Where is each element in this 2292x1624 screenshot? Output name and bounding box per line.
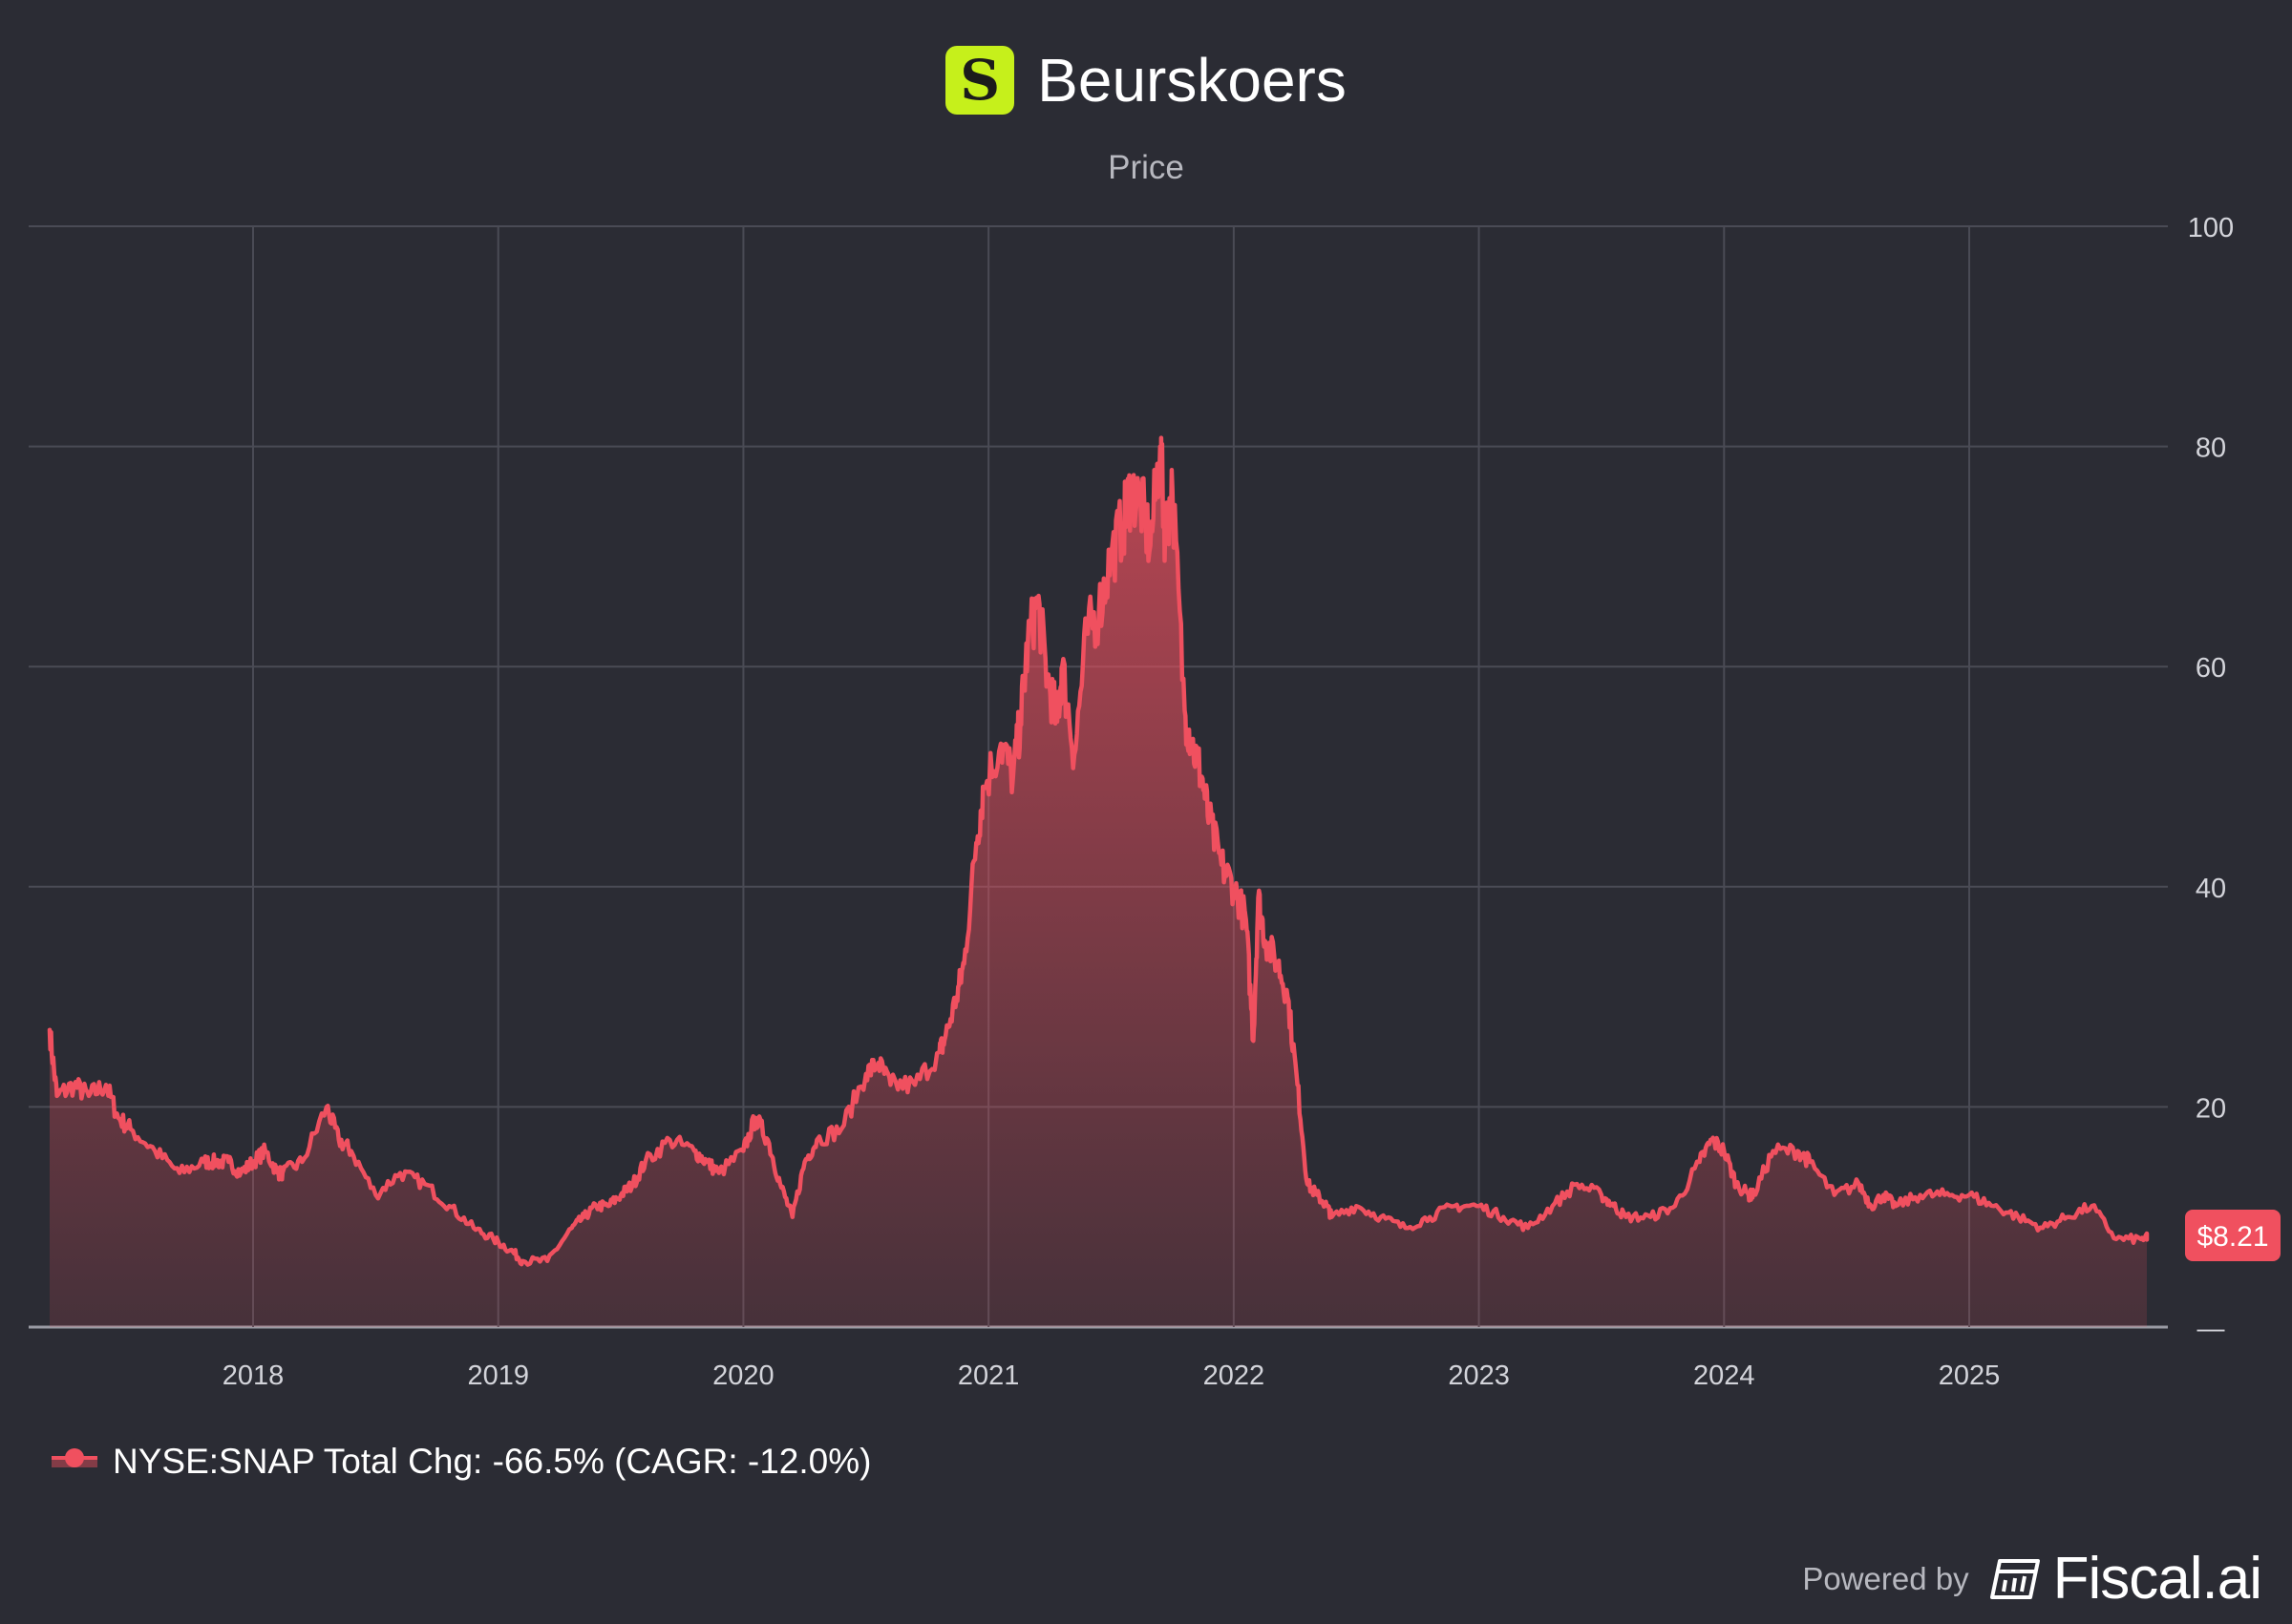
price-badge-layer: $8.21 [2185, 1210, 2281, 1261]
price-series-line[interactable] [47, 435, 2150, 1267]
y-tick-label: 100 [2188, 213, 2234, 243]
y-tick-label: 40 [2196, 874, 2226, 904]
price-area-fill [50, 437, 2147, 1328]
powered-by-label: Powered by [1802, 1560, 1969, 1596]
x-tick-label: 2023 [1448, 1360, 1510, 1391]
price-badge-label: $8.21 [2196, 1221, 2268, 1253]
legend-label: NYSE:SNAP Total Chg: -66.5% (CAGR: -12.0… [113, 1442, 872, 1481]
x-tick-label: 2018 [223, 1360, 285, 1391]
legend-marker-icon [52, 1448, 97, 1467]
x-tick-label: 2025 [1939, 1360, 2001, 1391]
fiscal-logo-icon [1989, 1558, 2040, 1599]
y-tick-label: 60 [2196, 653, 2226, 684]
axis-labels: 100 80 60 40 20 — 2018 2019 2020 2021 2022 2023 2024… [223, 213, 2234, 1391]
fiscal-brand-name: Fiscal.ai [2052, 1546, 2262, 1612]
chart-subtitle: Price [1108, 149, 1184, 186]
x-tick-label: 2022 [1203, 1360, 1265, 1391]
area-layer [47, 435, 2150, 1328]
y-tick-label: 80 [2196, 433, 2226, 464]
y-tick-label: — [2197, 1314, 2225, 1344]
x-tick-label: 2020 [712, 1360, 775, 1391]
chart-title: Beurskoers [1037, 46, 1347, 115]
snap-logo: S [945, 46, 1015, 115]
x-tick-label: 2024 [1693, 1360, 1755, 1391]
snap-logo-letter: S [960, 48, 1001, 113]
price-badge [2185, 1210, 2281, 1261]
x-tick-label: 2021 [958, 1360, 1020, 1391]
x-tick-label: 2019 [467, 1360, 529, 1391]
chart-header: S Beurskoers [0, 46, 2292, 115]
y-tick-label: 20 [2196, 1093, 2226, 1124]
legend[interactable]: NYSE:SNAP Total Chg: -66.5% (CAGR: -12.0… [50, 1442, 871, 1482]
footer-branding[interactable]: Powered by Fiscal.ai [1802, 1545, 2262, 1613]
